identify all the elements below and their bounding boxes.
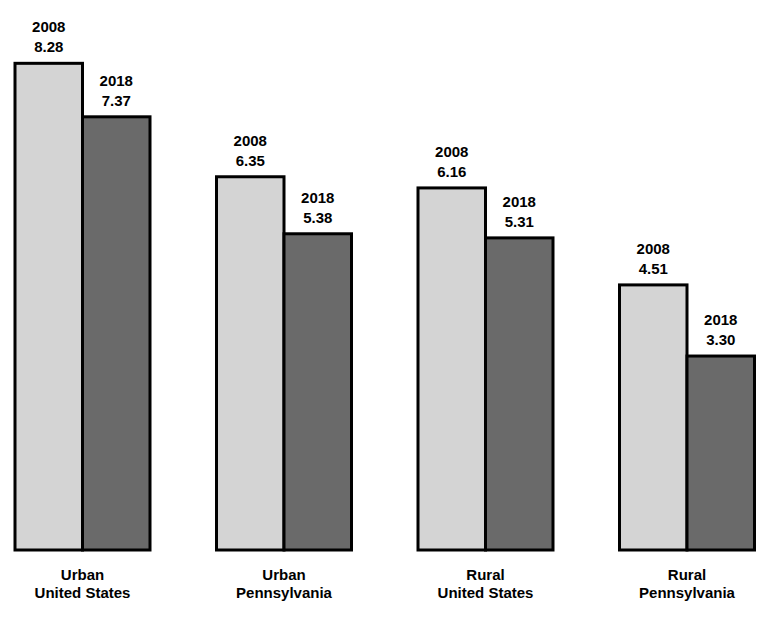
series-label: 2018 [503,193,536,210]
page: {"chart_data": {"type": "bar", "categori… [0,0,774,619]
bars [15,63,755,550]
bar [15,63,83,550]
data-label: 4.51 [639,260,668,277]
data-label: 7.37 [102,92,131,109]
data-label: 8.28 [34,38,63,55]
series-label: 2008 [32,18,65,35]
category-label: RuralPennsylvania [639,566,736,601]
series-label: 2008 [435,143,468,160]
category-label: RuralUnited States [438,566,534,601]
category-label-line: Pennsylvania [639,584,736,601]
data-label: 5.38 [303,209,332,226]
category-label-line: Rural [668,566,706,583]
series-label: 2018 [704,311,737,328]
category-label: UrbanUnited States [35,566,131,601]
series-label: 2018 [301,189,334,206]
data-label: 5.31 [505,213,534,230]
bar [620,285,688,550]
bar [83,117,151,550]
category-label: UrbanPennsylvania [236,566,333,601]
category-label-line: Urban [61,566,104,583]
category-label-line: Pennsylvania [236,584,333,601]
category-label-line: United States [35,584,131,601]
bar [486,238,554,550]
bar [284,234,352,550]
chart: 20088.2820187.37UrbanUnited States20086.… [0,0,774,619]
category-label-line: Urban [262,566,305,583]
data-label: 6.16 [437,163,466,180]
category-label-line: Rural [466,566,504,583]
labels: 20088.2820187.37UrbanUnited States20086.… [32,18,737,601]
bar [687,356,755,550]
data-label: 6.35 [236,152,265,169]
bar [418,188,486,550]
series-label: 2008 [234,132,267,149]
series-label: 2018 [100,72,133,89]
category-label-line: United States [438,584,534,601]
series-label: 2008 [637,240,670,257]
data-label: 3.30 [706,331,735,348]
bar [217,177,285,550]
